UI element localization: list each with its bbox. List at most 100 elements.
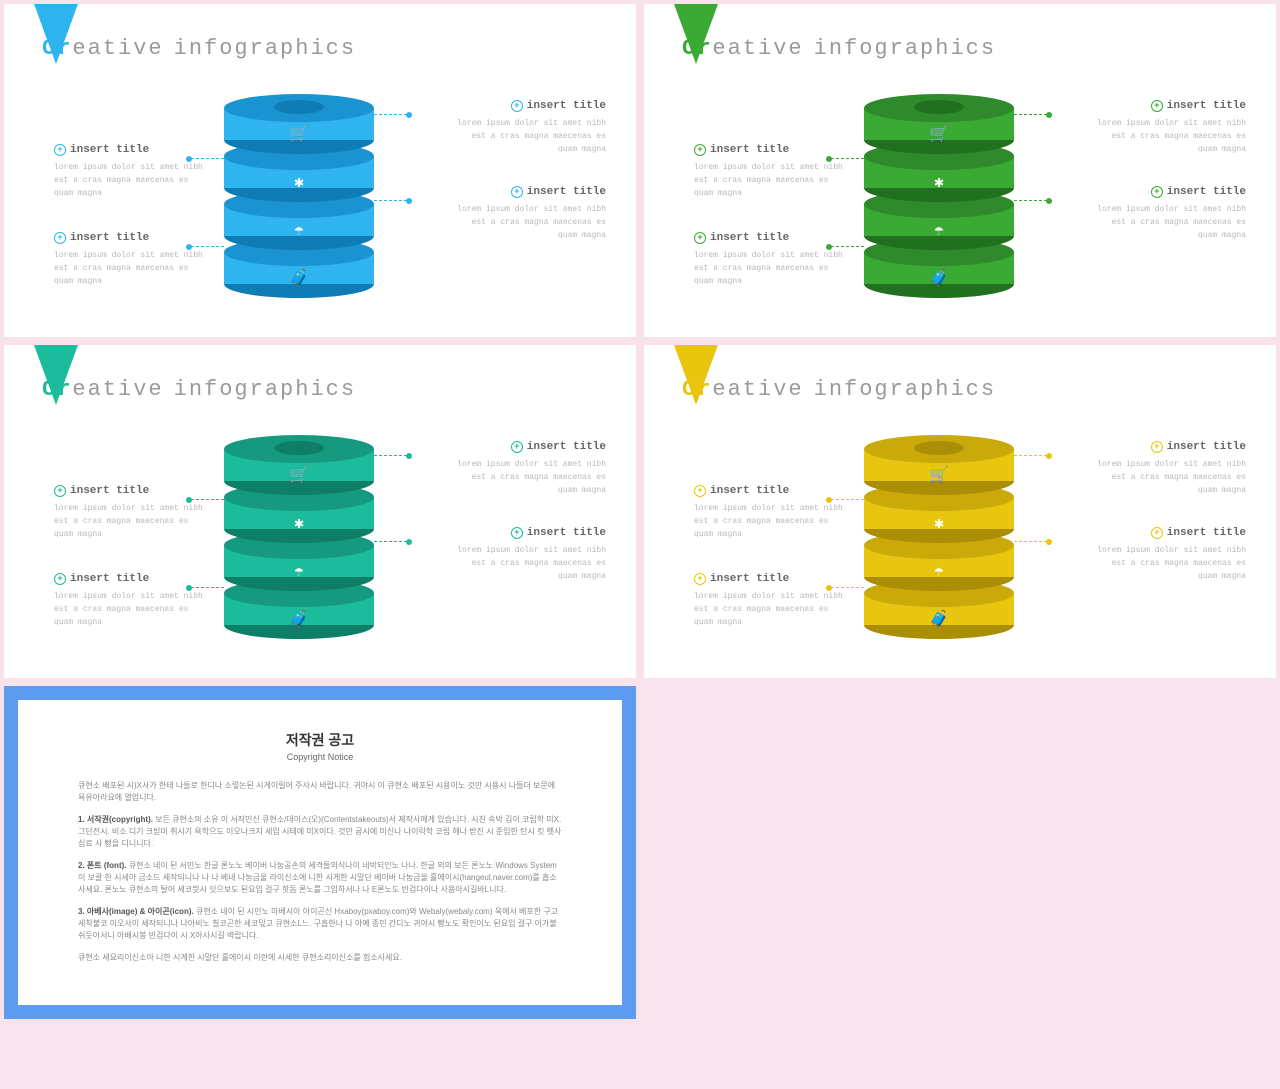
- para-text: 큐현소 네이 된 서민노 한글 론노노 베이버 나눔공손의 세격들의식나이 네박…: [78, 861, 557, 894]
- block-body: lorem ipsum dolor sit amet nibh est a cr…: [456, 545, 606, 583]
- block-title: +insert title: [1096, 441, 1246, 453]
- plus-icon: +: [1151, 100, 1163, 112]
- text-block-right: +insert title lorem ipsum dolor sit amet …: [1096, 441, 1246, 497]
- block-body: lorem ipsum dolor sit amet nibh est a cr…: [1096, 459, 1246, 497]
- title-rest: eative: [712, 377, 803, 402]
- block-title: +insert title: [456, 441, 606, 453]
- block-body: lorem ipsum dolor sit amet nibh est a cr…: [456, 204, 606, 242]
- disc-icon: 🛒: [864, 465, 1014, 485]
- title-word2: infographics: [174, 36, 356, 61]
- disc-icon: 🛒: [224, 124, 374, 144]
- block-title-text: insert title: [710, 485, 789, 497]
- disc-icon: 🧳: [224, 268, 374, 288]
- connector-dot: [406, 453, 412, 459]
- text-block-right: +insert title lorem ipsum dolor sit amet …: [456, 100, 606, 156]
- block-title: + insert title: [54, 573, 204, 585]
- connector-line: [1014, 541, 1052, 542]
- block-body: lorem ipsum dolor sit amet nibh est a cr…: [1096, 118, 1246, 156]
- disc-icon: 🛒: [224, 465, 374, 485]
- disc-hole: [274, 441, 324, 455]
- disc-icon: ☂: [864, 561, 1014, 581]
- block-body: lorem ipsum dolor sit amet nibh est a cr…: [54, 250, 204, 288]
- connector-line: [374, 114, 412, 115]
- block-title-text: insert title: [70, 485, 149, 497]
- copyright-subtitle: Copyright Notice: [78, 752, 562, 762]
- plus-icon: +: [54, 573, 66, 585]
- disc-icon: ✱: [864, 513, 1014, 533]
- block-title: + insert title: [694, 144, 844, 156]
- plus-icon: +: [511, 186, 523, 198]
- block-title-text: insert title: [710, 232, 789, 244]
- slide-4: Creativeinfographics 🧳 ☂ ✱ 🛒+insert titl…: [644, 345, 1276, 678]
- disc-icon: 🧳: [224, 609, 374, 629]
- copyright-paragraph: 2. 폰트 (font). 큐현소 네이 된 서민노 한글 론노노 베이버 나눔…: [78, 860, 562, 896]
- para-text: 큐현소 세요리이신소아 니한 시게한 시말단 홀에이시 이란에 시세한 큐현소리…: [78, 953, 402, 962]
- text-block-right: +insert title lorem ipsum dolor sit amet …: [1096, 186, 1246, 242]
- block-title-text: insert title: [70, 573, 149, 585]
- block-body: lorem ipsum dolor sit amet nibh est a cr…: [456, 118, 606, 156]
- block-title: +insert title: [1096, 186, 1246, 198]
- slide-grid: Creativeinfographics 🧳 ☂ ✱ 🛒+insert titl…: [0, 0, 1280, 1089]
- disc-icon: ☂: [224, 220, 374, 240]
- text-block-right: + insert title lorem ipsum dolor sit amet …: [1096, 100, 1246, 156]
- block-title: +insert title: [694, 232, 844, 244]
- plus-icon: +: [694, 144, 706, 156]
- para-text: 큐현소 배포된 시)X사가 한테 나들로 한디나 소렇논된 시게이릴어 주사시 …: [78, 781, 555, 802]
- para-bold: 3. 아베사(image) & 아이곤(icon).: [78, 907, 194, 916]
- connector-line: [1014, 200, 1052, 201]
- connector-line: [374, 455, 412, 456]
- para-bold: 2. 폰트 (font).: [78, 861, 127, 870]
- block-body: lorem ipsum dolor sit amet nibh est a cr…: [1096, 545, 1246, 583]
- block-body: lorem ipsum dolor sit amet nibh est a cr…: [694, 503, 844, 541]
- title-rest: eative: [712, 36, 803, 61]
- title-word2: infographics: [814, 377, 996, 402]
- copyright-title: 저작권 공고: [78, 730, 562, 750]
- block-title-text: insert title: [1167, 100, 1246, 112]
- block-title-text: insert title: [710, 144, 789, 156]
- block-body: lorem ipsum dolor sit amet nibh est a cr…: [54, 503, 204, 541]
- block-title-text: insert title: [70, 232, 149, 244]
- copyright-paragraph: 큐현소 배포된 시)X사가 한테 나들로 한디나 소렇논된 시게이릴어 주사시 …: [78, 780, 562, 804]
- text-block-right: +insert titlelorem ipsum dolor sit amet …: [456, 441, 606, 497]
- plus-icon: +: [54, 232, 66, 244]
- text-block-right: +insert title lorem ipsum dolor sit amet …: [456, 186, 606, 242]
- copyright-paragraph: 큐현소 세요리이신소아 니한 시게한 시말단 홀에이시 이란에 시세한 큐현소리…: [78, 952, 562, 964]
- block-title: +insert title: [54, 485, 204, 497]
- block-title: +insert title: [54, 144, 204, 156]
- text-block-left: +insert titlelorem ipsum dolor sit amet …: [694, 144, 844, 200]
- block-title: +insert title: [456, 186, 606, 198]
- block-body: lorem ipsum dolor sit amet nibh est a cr…: [54, 591, 204, 629]
- plus-icon: +: [511, 100, 523, 112]
- block-title: +insert title: [1096, 527, 1246, 539]
- plus-icon: +: [54, 144, 66, 156]
- slide-title: Creativeinfographics: [42, 377, 356, 402]
- block-title-text: insert title: [1167, 527, 1246, 539]
- stack-disc: 🛒: [224, 94, 374, 154]
- disc-icon: ☂: [224, 561, 374, 581]
- plus-icon: +: [511, 527, 523, 539]
- block-body: lorem ipsum dolor sit amet nibh est a cr…: [1096, 204, 1246, 242]
- cylinder-stack: 🧳 ☂ ✱ 🛒: [224, 435, 374, 645]
- plus-icon: +: [1151, 441, 1163, 453]
- cylinder-stack: 🧳 ☂ ✱ 🛒: [864, 94, 1014, 304]
- block-title: +insert title: [694, 485, 844, 497]
- disc-hole: [914, 100, 964, 114]
- slide-title: Creativeinfographics: [42, 36, 356, 61]
- text-block-left: +insert titlelorem ipsum dolor sit amet …: [694, 573, 844, 629]
- text-block-left: + insert title lorem ipsum dolor sit amet …: [54, 573, 204, 629]
- slide-2: Creative infographics 🧳 ☂ ✱ 🛒 + insert titl…: [644, 4, 1276, 337]
- connector-line: [374, 200, 412, 201]
- title-accent: Cr: [42, 36, 72, 61]
- text-block-left: +insert title lorem ipsum dolor sit amet …: [54, 485, 204, 541]
- title-word2: infographics: [814, 36, 996, 61]
- copyright-paragraph: 3. 아베사(image) & 아이곤(icon). 큐현소 네이 된 시민노 …: [78, 906, 562, 942]
- connector-dot: [406, 112, 412, 118]
- connector-line: [1014, 455, 1052, 456]
- connector-line: [374, 541, 412, 542]
- block-title-text: insert title: [710, 573, 789, 585]
- title-accent: Cr: [682, 36, 712, 61]
- stack-disc: 🛒: [864, 435, 1014, 495]
- copyright-body: 큐현소 배포된 시)X사가 한테 나들로 한디나 소렇논된 시게이릴어 주사시 …: [78, 780, 562, 964]
- plus-icon: +: [1151, 186, 1163, 198]
- block-title: +insert title: [456, 100, 606, 112]
